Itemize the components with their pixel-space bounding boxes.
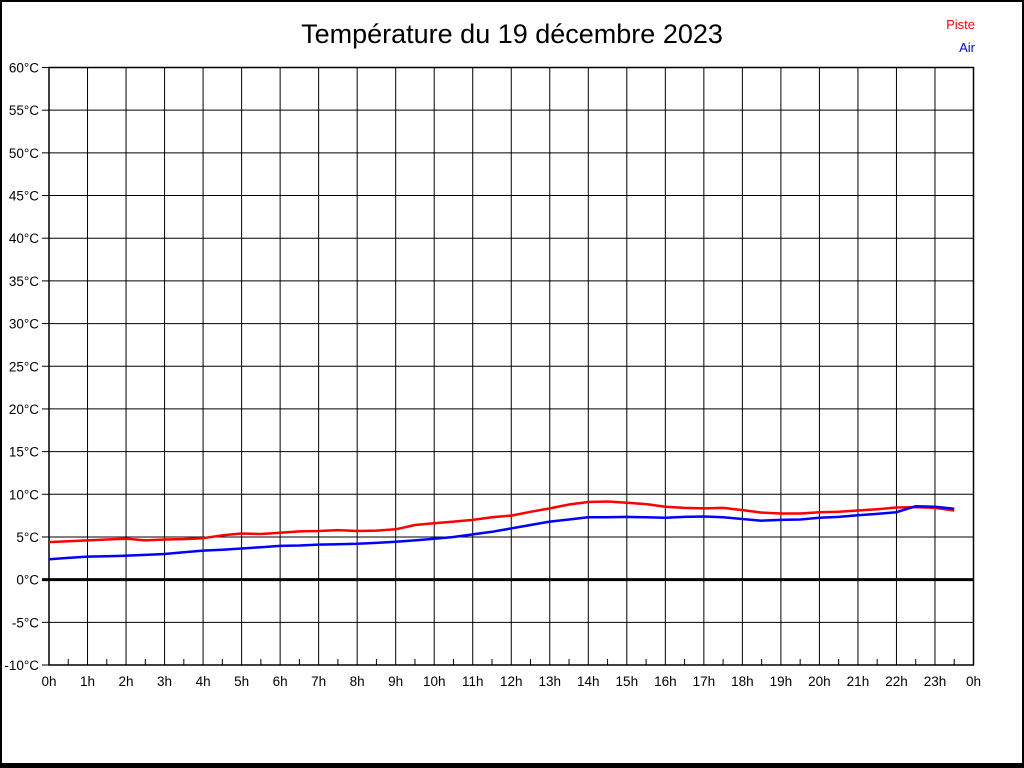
x-tick-label: 21h: [847, 674, 870, 689]
y-tick-label: 50°C: [9, 146, 39, 161]
x-tick-label: 12h: [500, 674, 523, 689]
chart-grid: [42, 67, 974, 666]
x-tick-label: 17h: [693, 674, 716, 689]
x-tick-label: 15h: [616, 674, 639, 689]
y-tick-label: 60°C: [9, 61, 39, 76]
x-tick-label: 18h: [731, 674, 754, 689]
y-tick-label: 15°C: [9, 445, 39, 460]
y-tick-label: 45°C: [9, 189, 39, 204]
x-tick-label: 3h: [157, 674, 172, 689]
air-temperature-line: [48, 504, 955, 561]
y-tick-label: 55°C: [9, 103, 39, 118]
y-tick-label: -5°C: [12, 615, 39, 630]
x-tick-label: 22h: [885, 674, 908, 689]
y-tick-label: 30°C: [9, 317, 39, 332]
x-tick-label: 16h: [654, 674, 677, 689]
x-tick-label: 0h: [41, 674, 56, 689]
y-tick-label: 5°C: [16, 530, 39, 545]
y-tick-label: 0°C: [16, 573, 39, 588]
x-tick-label: 7h: [311, 674, 326, 689]
y-tick-label: 10°C: [9, 487, 39, 502]
x-tick-label: 6h: [273, 674, 288, 689]
x-tick-label: 0h: [966, 674, 981, 689]
y-tick-label: 20°C: [9, 402, 39, 417]
x-tick-label: 11h: [462, 674, 484, 689]
plot-border: [48, 66, 975, 666]
x-tick-label: 19h: [770, 674, 793, 689]
y-tick-label: -10°C: [4, 658, 39, 673]
x-minor-ticks: [67, 659, 955, 665]
x-tick-label: 9h: [388, 674, 403, 689]
chart-legend: Piste Air: [946, 13, 975, 59]
x-tick-label: 5h: [234, 674, 249, 689]
y-tick-label: 40°C: [9, 231, 39, 246]
y-axis-tick-labels: 60°C 55°C 50°C 45°C 40°C 35°C 30°C 25°C 20°C 15°C…: [4, 61, 39, 674]
y-tick-label: 25°C: [9, 359, 39, 374]
chart-title: Température du 19 décembre 2023: [301, 19, 723, 49]
legend-item-air: Air: [959, 40, 975, 55]
y-tick-label: 35°C: [9, 274, 39, 289]
legend-item-piste: Piste: [946, 17, 975, 32]
x-tick-label: 13h: [539, 674, 562, 689]
x-tick-label: 2h: [119, 674, 134, 689]
x-tick-label: 8h: [350, 674, 365, 689]
x-tick-label: 23h: [924, 674, 947, 689]
x-tick-label: 4h: [196, 674, 211, 689]
x-tick-label: 10h: [423, 674, 446, 689]
x-tick-label: 14h: [577, 674, 600, 689]
x-tick-label: 1h: [80, 674, 95, 689]
piste-temperature-line: [48, 500, 955, 544]
x-axis-tick-labels: 0h 1h 2h 3h 4h 5h 6h 7h 8h 9h 10h 11h 12h 13h 14h 15h 16…: [41, 674, 981, 689]
x-tick-label: 20h: [808, 674, 831, 689]
